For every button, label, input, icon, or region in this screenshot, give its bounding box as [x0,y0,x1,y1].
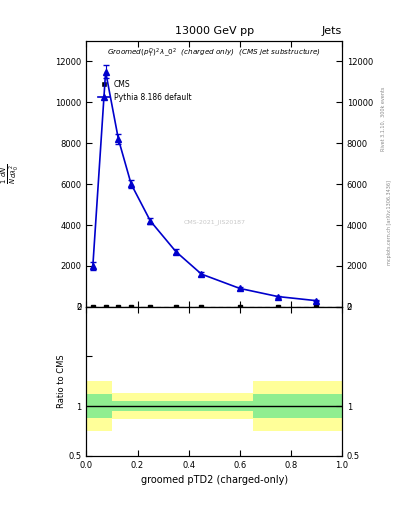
Y-axis label: $\frac{1}{N}\frac{dN}{d\lambda_0^2}$: $\frac{1}{N}\frac{dN}{d\lambda_0^2}$ [0,164,20,184]
Legend: CMS, Pythia 8.186 default: CMS, Pythia 8.186 default [95,77,195,104]
Text: CMS-2021_JIS20187: CMS-2021_JIS20187 [183,219,245,225]
Text: Jets: Jets [321,26,342,36]
X-axis label: groomed pTD2 (charged-only): groomed pTD2 (charged-only) [141,475,288,485]
Text: Rivet 3.1.10,  300k events: Rivet 3.1.10, 300k events [381,87,386,151]
Text: Groomed$(p_T^D)^2\,\lambda\_0^2$  (charged only)  (CMS jet substructure): Groomed$(p_T^D)^2\,\lambda\_0^2$ (charge… [107,46,321,59]
Y-axis label: Ratio to CMS: Ratio to CMS [57,354,66,408]
Text: 13000 GeV pp: 13000 GeV pp [174,26,254,36]
Text: mcplots.cern.ch [arXiv:1306.3436]: mcplots.cern.ch [arXiv:1306.3436] [387,180,391,265]
